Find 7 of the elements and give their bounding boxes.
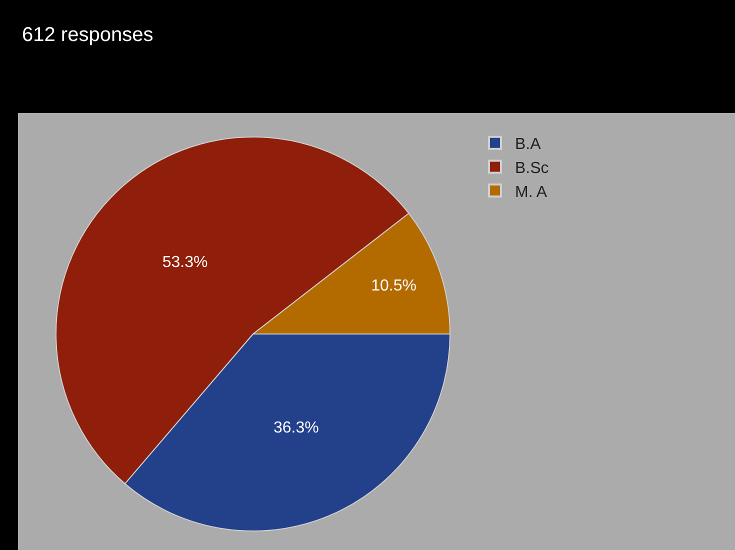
chart-title: 612 responses [22, 24, 154, 46]
legend-label: M. A [515, 184, 548, 201]
data-label: 10.5% [371, 277, 417, 294]
data-label: 53.3% [162, 254, 208, 272]
legend-label: B.Sc [515, 160, 549, 177]
data-label: 36.3% [273, 419, 319, 436]
legend-label: B.A [515, 136, 542, 154]
